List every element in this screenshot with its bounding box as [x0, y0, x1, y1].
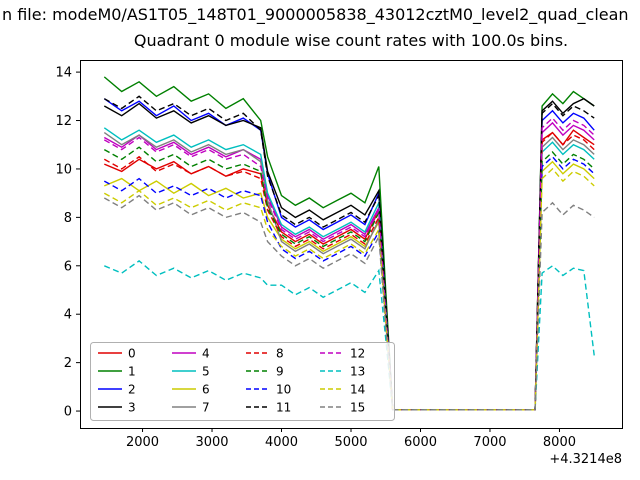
y-tick-label: 0: [64, 405, 72, 420]
legend-entry-6: 6: [172, 383, 210, 397]
chart-title: Quadrant 0 module wise count rates with …: [133, 31, 569, 50]
legend-entry-1: 1: [98, 365, 136, 379]
legend-label: 1: [128, 365, 136, 379]
series-line-11: [103, 95, 595, 411]
legend-label: 10: [276, 383, 291, 397]
legend-label: 5: [202, 365, 210, 379]
legend-entry-9: 9: [246, 365, 284, 379]
x-tick-label: 3000: [195, 435, 228, 450]
series-line-12: [103, 117, 595, 411]
legend-label: 3: [128, 401, 136, 415]
x-tick-label: 6000: [404, 435, 437, 450]
y-tick-label: 8: [64, 211, 72, 226]
legend-label: 4: [202, 347, 210, 361]
legend-entry-4: 4: [172, 347, 210, 361]
legend-entry-13: 13: [320, 365, 365, 379]
y-tick-label: 12: [55, 114, 72, 129]
x-tick-label: 8000: [543, 435, 576, 450]
legend-label: 11: [276, 401, 291, 415]
y-tick-label: 4: [64, 308, 72, 323]
y-tick-label: 14: [55, 66, 72, 81]
legend-entry-10: 10: [246, 383, 291, 397]
legend-entry-8: 8: [246, 347, 284, 361]
legend-entry-7: 7: [172, 401, 210, 415]
x-tick-label: 5000: [334, 435, 367, 450]
legend-entry-2: 2: [98, 383, 136, 397]
series-line-14: [103, 167, 595, 411]
legend-label: 9: [276, 365, 284, 379]
legend-entry-11: 11: [246, 401, 291, 415]
series-line-15: [103, 194, 595, 411]
legend-entry-12: 12: [320, 347, 365, 361]
legend-label: 13: [350, 365, 365, 379]
legend-label: 12: [350, 347, 365, 361]
x-tick-label: 7000: [473, 435, 506, 450]
legend-label: 7: [202, 401, 210, 415]
y-tick-label: 10: [55, 162, 72, 177]
legend-label: 15: [350, 401, 365, 415]
series-line-13: [104, 260, 595, 411]
x-axis-offset-label: +4.3214e8: [549, 452, 622, 467]
legend-entry-0: 0: [98, 347, 136, 361]
file-title: n file: modeM0/AS1T05_148T01_9000005838_…: [2, 5, 629, 24]
legend-entry-5: 5: [172, 365, 210, 379]
y-tick-label: 2: [64, 356, 72, 371]
legend-entry-15: 15: [320, 401, 365, 415]
y-tick-label: 6: [64, 259, 72, 274]
x-tick-label: 4000: [265, 435, 298, 450]
legend-label: 0: [128, 347, 136, 361]
x-tick-label: 2000: [126, 435, 159, 450]
legend-entry-14: 14: [320, 383, 365, 397]
legend-label: 14: [350, 383, 365, 397]
legend-label: 2: [128, 383, 136, 397]
legend-entry-3: 3: [98, 401, 136, 415]
legend-frame: [90, 342, 395, 421]
legend-label: 6: [202, 383, 210, 397]
legend-label: 8: [276, 347, 284, 361]
